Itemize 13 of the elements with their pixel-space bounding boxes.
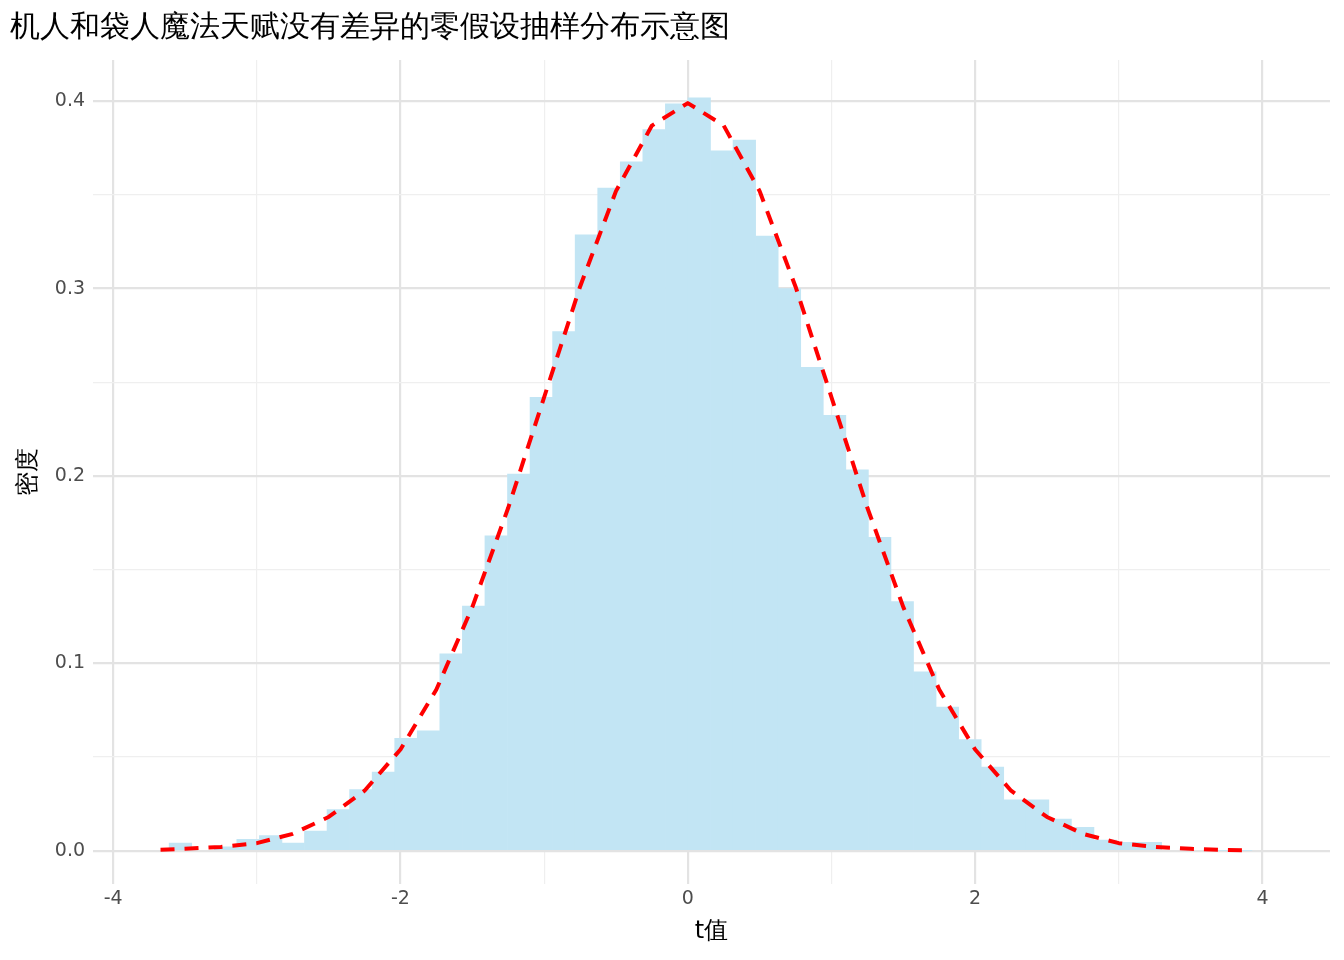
y-tick-label: 0.0 [54,837,86,860]
x-tick-label: 2 [969,885,982,908]
x-tick-label: -2 [390,885,410,908]
y-tick-label: 0.4 [54,88,86,111]
y-tick-label: 0.3 [54,275,86,298]
chart-title: 机人和袋人魔法天赋没有差异的零假设抽样分布示意图 [10,7,730,43]
y-tick-label: 0.1 [54,650,86,673]
x-tick-label: -4 [103,885,123,908]
y-tick-label: 0.2 [54,462,86,485]
x-axis-title: t值 [694,915,729,944]
y-axis-title: 密度 [12,448,41,497]
x-tick-label: 0 [681,885,694,908]
x-tick-label: 4 [1256,885,1269,908]
